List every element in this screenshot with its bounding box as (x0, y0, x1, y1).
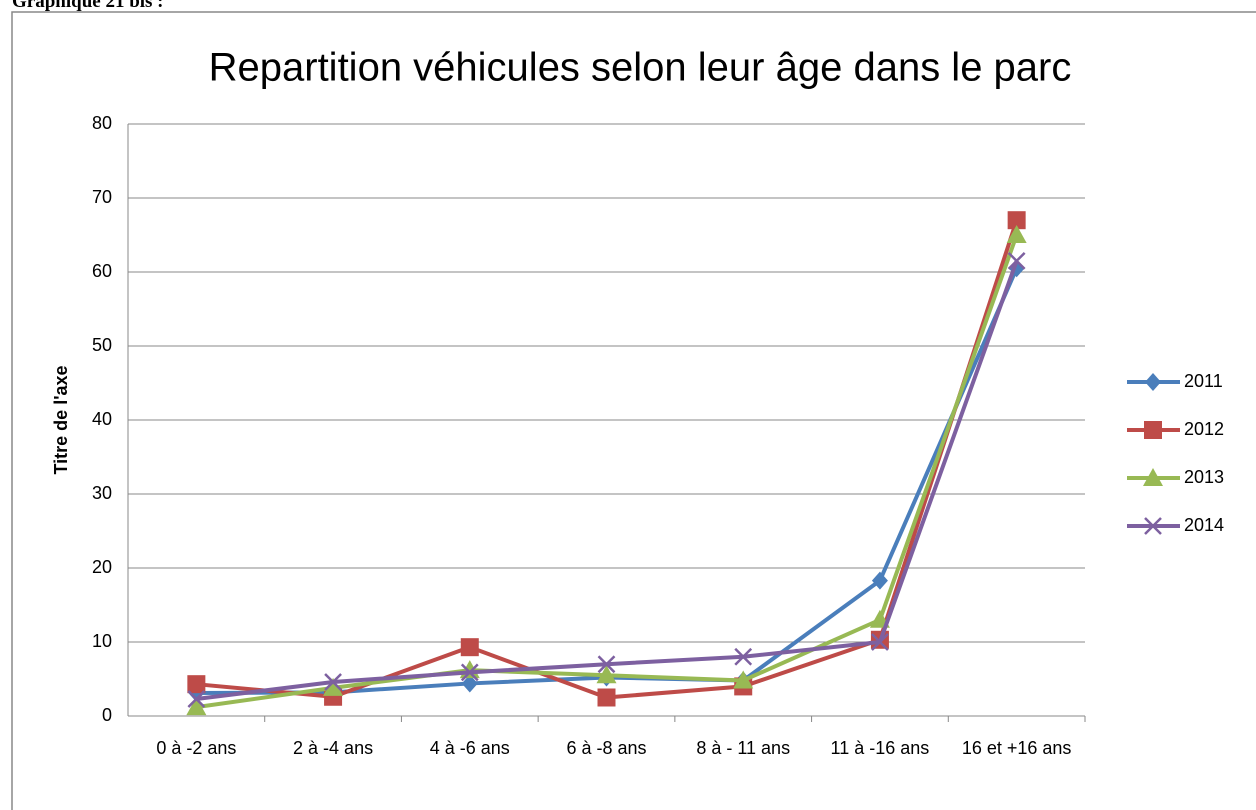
marker (460, 638, 479, 657)
x-tick-label: 0 à -2 ans (156, 738, 236, 758)
marker (460, 663, 479, 682)
marker (187, 690, 206, 708)
y-tick-label: 30 (92, 483, 112, 503)
y-tick-label: 10 (92, 631, 112, 651)
marker (1007, 211, 1026, 230)
x-tick-label: 11 à -16 ans (831, 738, 930, 758)
y-tick-label: 40 (92, 409, 112, 429)
y-tick-label: 80 (92, 113, 112, 133)
series-line (196, 260, 1019, 701)
marker (186, 697, 207, 716)
y-tick-label: 0 (102, 705, 112, 725)
marker (1144, 517, 1162, 535)
marker (733, 670, 754, 689)
marker (323, 677, 344, 696)
marker (596, 665, 617, 684)
series-line (196, 234, 1019, 710)
series-line (196, 219, 1019, 700)
chart-frame (11, 11, 1256, 810)
marker (187, 675, 206, 694)
legend-label: 2014 (1184, 515, 1224, 535)
chart-title: Repartition véhicules selon leur âge dan… (209, 46, 1072, 90)
marker (1144, 421, 1162, 439)
marker (871, 571, 888, 590)
marker (1145, 373, 1161, 391)
x-tick-label: 4 à -6 ans (430, 738, 510, 758)
x-tick-label: 16 et +16 ans (962, 738, 1072, 758)
marker (324, 673, 342, 691)
y-tick-label: 60 (92, 261, 112, 281)
y-tick-label: 70 (92, 187, 112, 207)
marker (461, 674, 478, 693)
caption: Graphique 21 bis : (12, 0, 164, 12)
marker (871, 633, 889, 651)
marker (597, 655, 616, 674)
y-tick-label: 20 (92, 557, 112, 577)
marker (1007, 252, 1026, 270)
series-line (196, 267, 1019, 696)
x-tick-label: 8 à - 11 ans (696, 738, 790, 758)
x-tick-label: 2 à -4 ans (293, 738, 373, 758)
marker (1006, 225, 1027, 243)
marker (597, 688, 616, 707)
legend-label: 2013 (1184, 467, 1224, 487)
legend-label: 2011 (1184, 371, 1223, 391)
legend-label: 2012 (1184, 419, 1224, 439)
y-tick-label: 50 (92, 335, 112, 355)
marker (734, 647, 753, 666)
x-tick-label: 6 à -8 ans (566, 738, 646, 758)
marker (1143, 468, 1163, 486)
y-axis-title: Titre de l'axe (51, 365, 71, 474)
